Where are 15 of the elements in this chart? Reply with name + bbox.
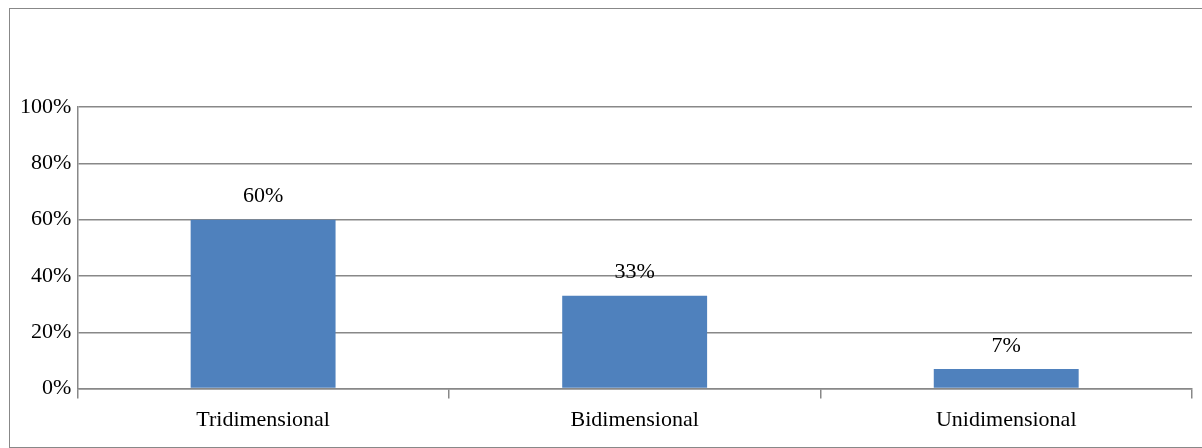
x-tick-label: Unidimensional [935, 405, 1077, 431]
y-tick-label: 20% [31, 318, 72, 344]
y-tick-label: 100% [20, 92, 72, 118]
data-label: 60% [242, 182, 284, 208]
data-label: 7% [991, 331, 1021, 357]
bar [562, 295, 708, 388]
bar [933, 368, 1079, 388]
x-tick-label: Tridimensional [196, 405, 330, 431]
data-label: 33% [614, 258, 655, 284]
y-tick-label: 40% [31, 261, 72, 287]
bar [190, 219, 336, 388]
y-tick-label: 0% [42, 374, 72, 400]
y-tick-label: 60% [31, 205, 72, 231]
x-tick-label: Bidimensional [570, 405, 699, 431]
y-tick-label: 80% [31, 149, 72, 175]
